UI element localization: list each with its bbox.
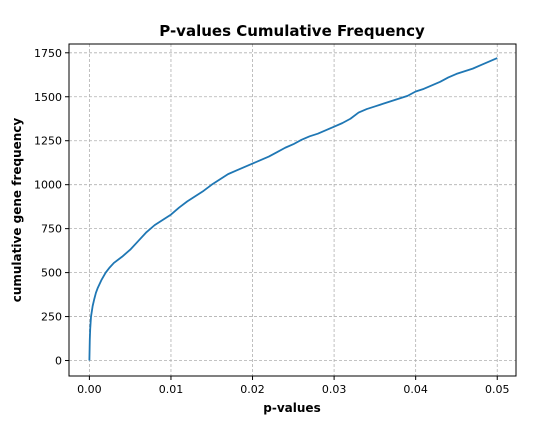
grid-lines — [69, 44, 516, 376]
x-tick-label: 0.02 — [240, 383, 265, 396]
x-tick-label: 0.05 — [485, 383, 510, 396]
plot-frame — [68, 43, 517, 377]
plot-area — [88, 57, 498, 361]
y-tick-label: 1500 — [34, 91, 62, 104]
x-tick-label: 0.03 — [322, 383, 347, 396]
y-tick-label: 0 — [55, 355, 62, 368]
x-tick-label: 0.00 — [77, 383, 102, 396]
y-tick-label: 750 — [41, 223, 62, 236]
y-tick-label: 1750 — [34, 47, 62, 60]
chart-title: P-values Cumulative Frequency — [159, 22, 425, 40]
y-axis-ticks: 0 250 500 750 1000 1250 1500 1750 — [34, 47, 69, 368]
x-axis-ticks: 0.00 0.01 0.02 0.03 0.04 0.05 — [77, 376, 509, 396]
y-tick-label: 1000 — [34, 179, 62, 192]
y-tick-label: 1250 — [34, 135, 62, 148]
y-axis-label: cumulative gene frequency — [10, 118, 24, 303]
series-line — [88, 57, 498, 361]
x-tick-label: 0.01 — [159, 383, 184, 396]
y-tick-label: 500 — [41, 267, 62, 280]
x-tick-label: 0.04 — [403, 383, 428, 396]
x-axis-label: p-values — [263, 401, 320, 415]
y-tick-label: 250 — [41, 311, 62, 324]
